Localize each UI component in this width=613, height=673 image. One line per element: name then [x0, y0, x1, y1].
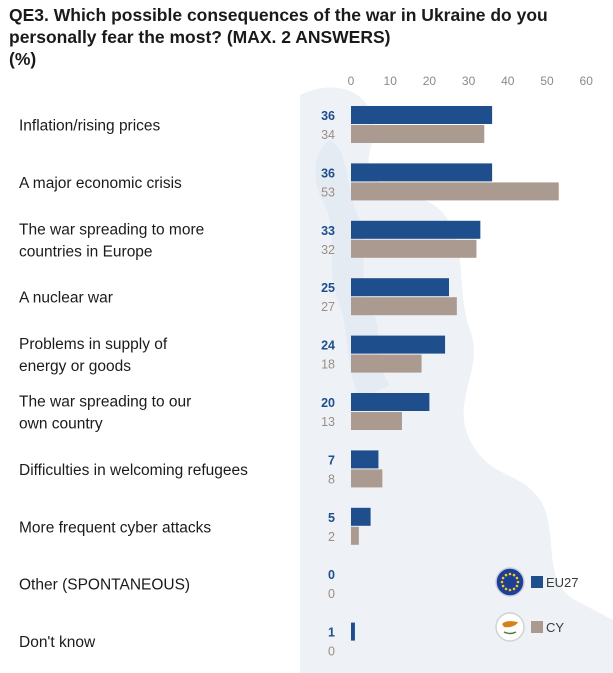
value-label-cy: 8: [328, 472, 335, 486]
value-label-cy: 13: [321, 415, 335, 429]
value-label-eu27: 20: [321, 396, 335, 410]
category-label: Problems in supply of: [19, 336, 168, 353]
x-tick-label: 30: [462, 74, 476, 88]
value-label-cy: 0: [328, 645, 335, 659]
bar-cy: [351, 297, 457, 316]
bar-eu27: [351, 278, 449, 297]
bar-cy: [351, 354, 422, 373]
bar-cy: [351, 526, 359, 545]
bar-eu27: [351, 163, 493, 182]
bar-eu27: [351, 622, 355, 641]
legend-label-cy: CY: [546, 620, 564, 635]
value-label-eu27: 1: [328, 626, 335, 640]
eu-flag-icon: [495, 567, 525, 597]
category-label: The war spreading to more: [19, 221, 204, 238]
value-label-eu27: 7: [328, 453, 335, 467]
bar-cy: [351, 125, 485, 143]
value-label-eu27: 36: [321, 166, 335, 180]
value-label-cy: 2: [328, 530, 335, 544]
value-label-eu27: 25: [321, 281, 335, 295]
x-tick-label: 40: [501, 74, 515, 88]
bar-cy: [351, 412, 402, 430]
category-label: A major economic crisis: [19, 175, 182, 192]
bar-eu27: [351, 220, 481, 239]
legend-label-eu27: EU27: [546, 575, 579, 590]
value-label-eu27: 0: [328, 568, 335, 582]
category-label: More frequent cyber attacks: [19, 519, 211, 536]
x-axis: 0 10 20 30 40 50 60: [348, 74, 594, 88]
category-label: A nuclear war: [19, 290, 113, 307]
value-label-cy: 32: [321, 243, 335, 257]
x-tick-label: 0: [348, 74, 355, 88]
value-label-eu27: 36: [321, 109, 335, 123]
value-label-cy: 27: [321, 300, 335, 314]
bar-cy: [351, 469, 383, 488]
bar-cy: [351, 239, 477, 258]
x-tick-label: 10: [384, 74, 398, 88]
value-label-cy: 18: [321, 358, 335, 372]
legend-swatch-eu27: [531, 576, 543, 588]
bar-eu27: [351, 335, 446, 354]
bar-cy: [351, 182, 559, 201]
value-label-cy: 34: [321, 128, 335, 142]
legend-swatch-cy: [531, 621, 543, 633]
bar-eu27: [351, 106, 493, 124]
x-tick-label: 50: [540, 74, 554, 88]
value-label-eu27: 5: [328, 511, 335, 525]
category-label: Other (SPONTANEOUS): [19, 577, 190, 594]
category-label: own country: [19, 416, 103, 433]
chart-title-line2: personally fear the most? (MAX. 2 ANSWER…: [9, 27, 391, 47]
bar-eu27: [351, 393, 430, 411]
x-tick-label: 20: [423, 74, 437, 88]
chart-title-unit: (%): [9, 49, 37, 69]
value-label-eu27: 24: [321, 339, 335, 353]
x-tick-label: 60: [580, 74, 594, 88]
cyprus-flag-icon: [495, 612, 525, 642]
value-label-cy: 53: [321, 185, 335, 199]
category-label: The war spreading to our: [19, 394, 191, 411]
category-labels: Inflation/rising prices A major economic …: [19, 118, 248, 652]
bar-eu27: [351, 450, 379, 469]
category-label: energy or goods: [19, 358, 131, 375]
bar-eu27: [351, 507, 371, 526]
value-label-cy: 0: [328, 587, 335, 601]
category-label: Inflation/rising prices: [19, 118, 161, 135]
category-label: Difficulties in welcoming refugees: [19, 462, 248, 479]
value-label-eu27: 33: [321, 224, 335, 238]
chart-title-line1: QE3. Which possible consequences of the …: [9, 5, 548, 25]
chart-title: QE3. Which possible consequences of the …: [9, 4, 599, 70]
legend: EU27 CY: [495, 567, 579, 642]
category-label: countries in Europe: [19, 243, 153, 260]
bars: [351, 106, 559, 641]
category-label: Don't know: [19, 634, 96, 651]
